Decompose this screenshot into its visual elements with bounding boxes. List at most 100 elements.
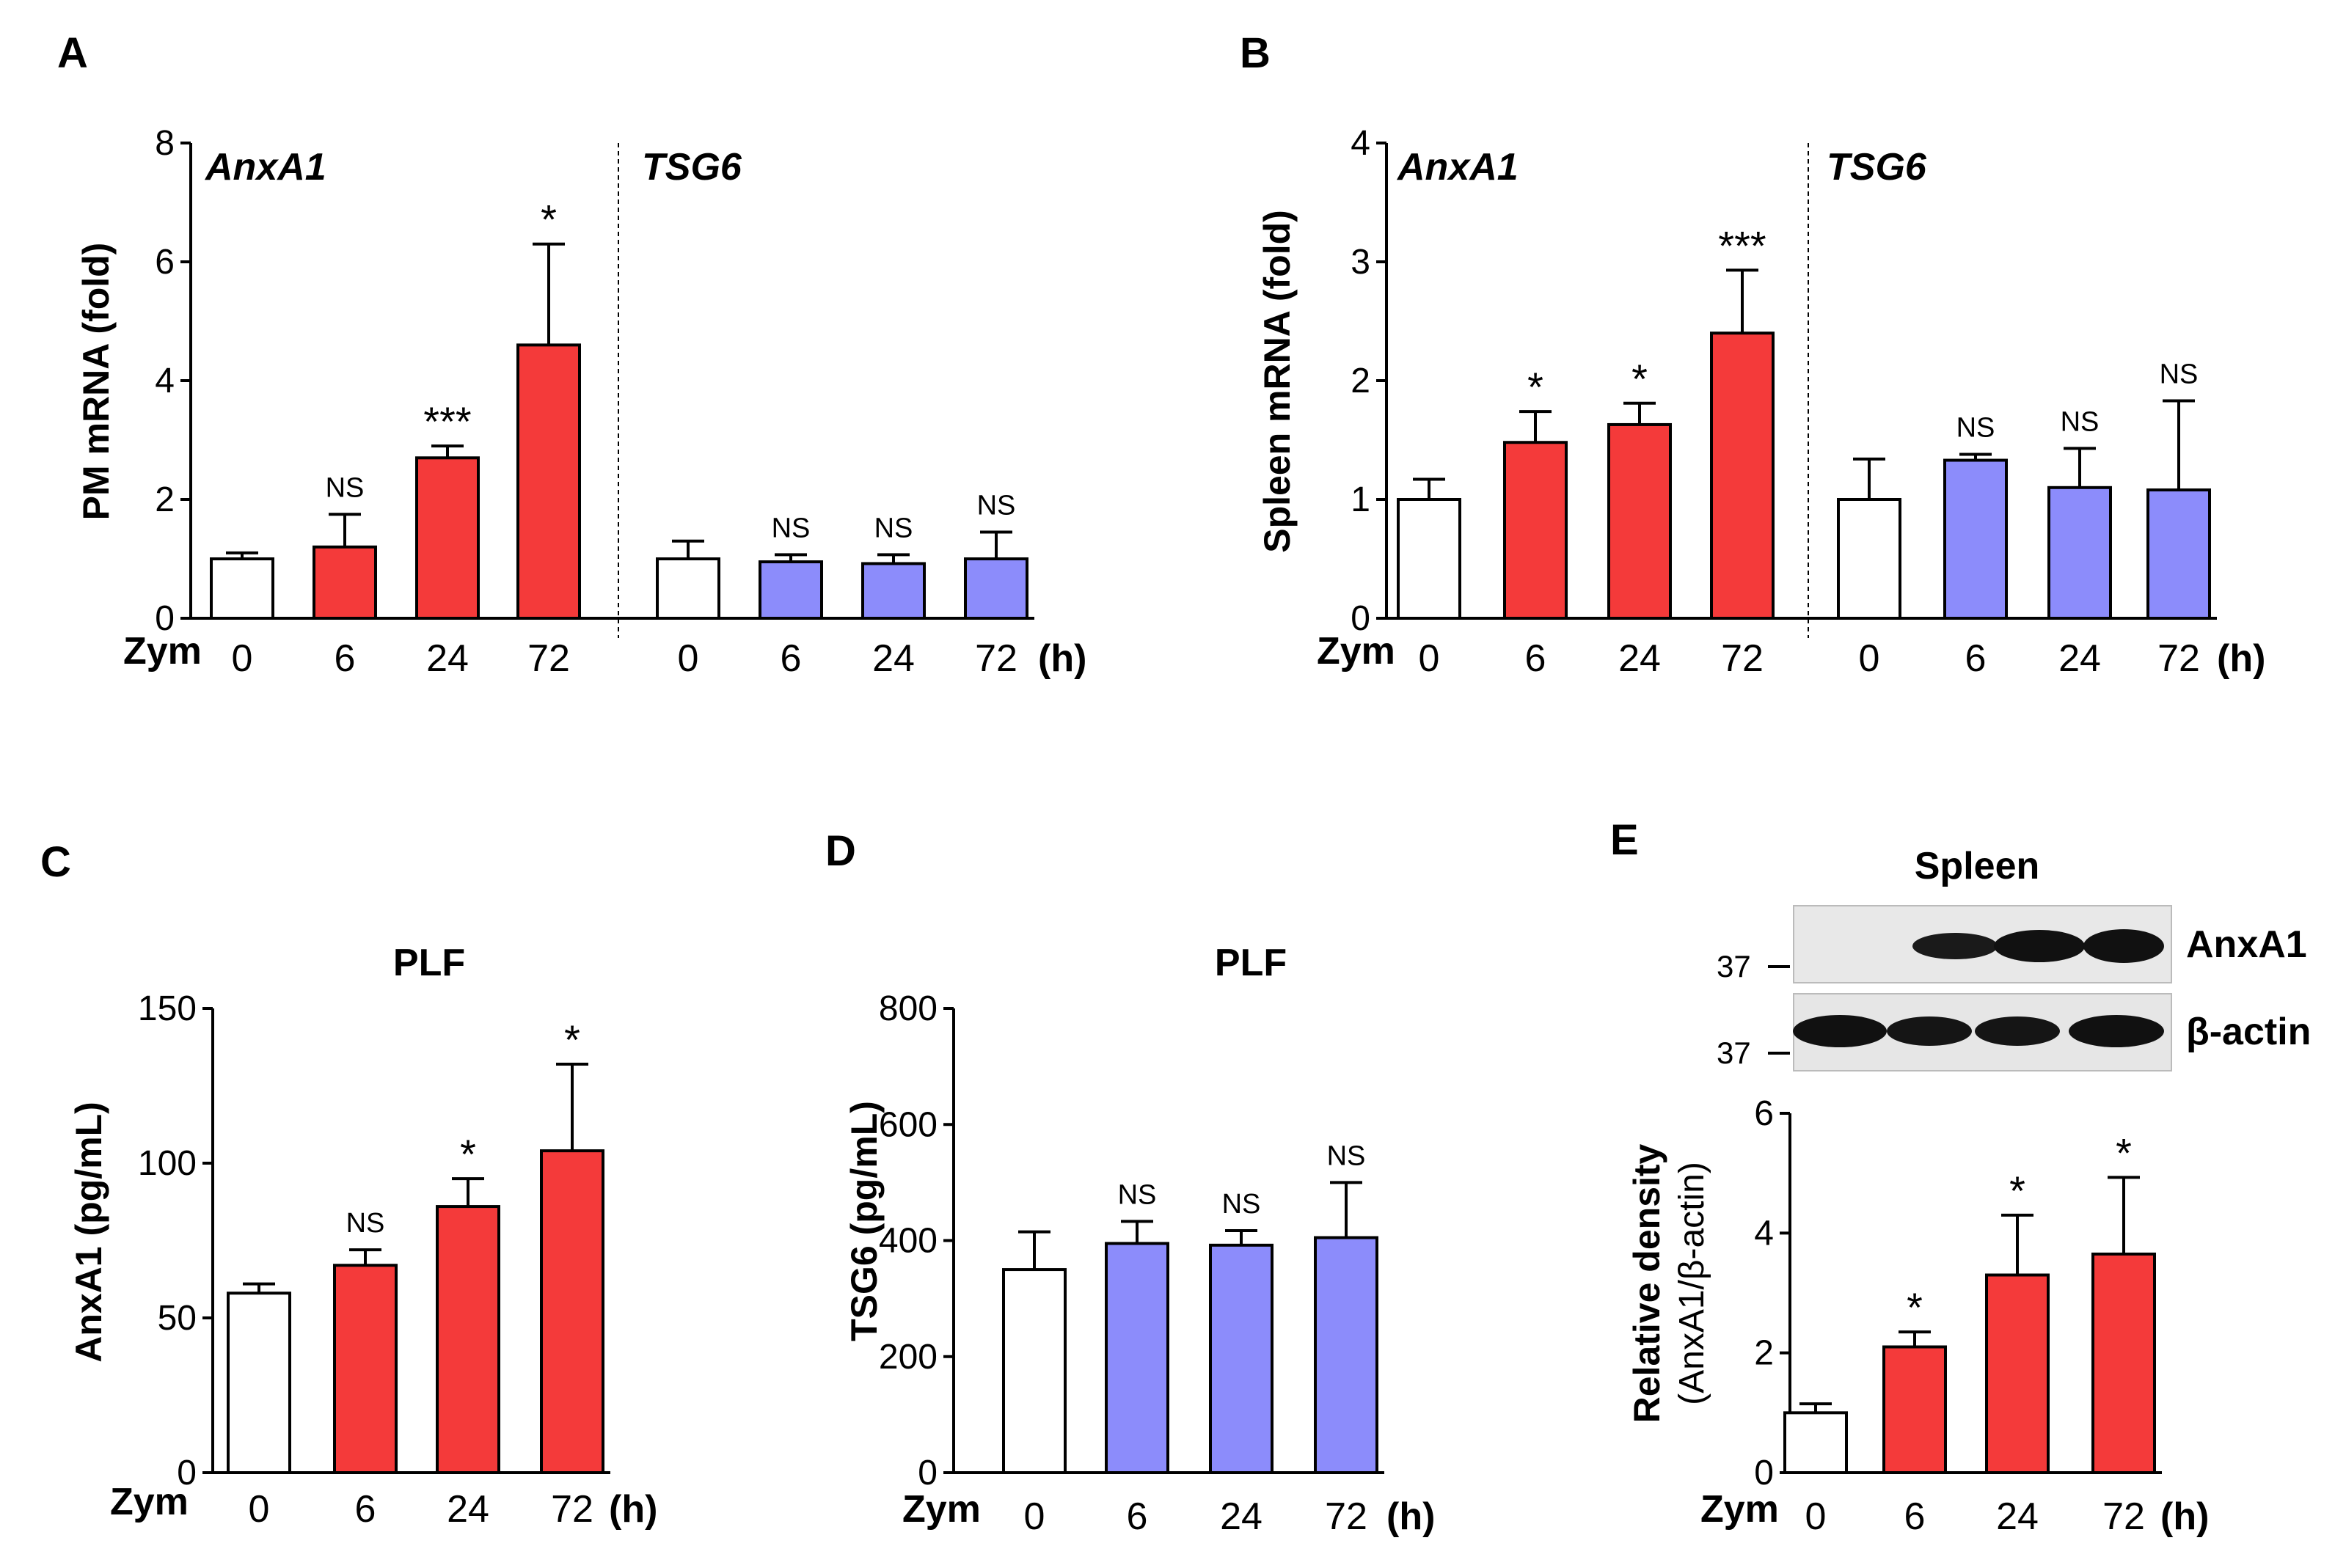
panel-c-xtick-label: 0 [249, 1488, 270, 1531]
panel-b-group-label: AnxA1 [1396, 146, 1519, 188]
panel-letter-d: D [825, 827, 856, 875]
panel-c-x-prefix: Zym [110, 1481, 189, 1523]
panel-a-annotation: *** [423, 398, 471, 444]
panel-b-annotation: NS [1956, 412, 1995, 443]
blot-mw-anxa1: 37 [1717, 949, 1751, 983]
panel-b-annotation: NS [2061, 406, 2100, 437]
panel-a-xtick-label: 6 [781, 637, 802, 680]
panel-e-ytick-label: 0 [1754, 1454, 1774, 1492]
panel-b-xtick-label: 24 [1618, 637, 1661, 680]
panel-b-bar [2047, 486, 2112, 620]
panel-e-ytick-label: 2 [1754, 1334, 1774, 1373]
panel-b-ytick-label: 2 [1351, 362, 1370, 400]
panel-a-bar [516, 343, 581, 620]
panel-c-ytick-label: 100 [138, 1144, 197, 1183]
panel-b-x-prefix: Zym [1317, 630, 1395, 673]
panel-a-annotation: * [541, 197, 557, 243]
panel-a-ylabel: PM mRNA (fold) [76, 243, 117, 521]
panel-d-xtick-label: 0 [1024, 1495, 1045, 1538]
panel-a-xtick-label: 24 [872, 637, 915, 680]
panel-b-bar [1710, 331, 1775, 620]
panel-b-xtick-label: 6 [1965, 637, 1987, 680]
panel-a-bar [656, 557, 720, 620]
panel-b-ytick-label: 0 [1351, 599, 1370, 638]
panel-b-x-unit: (h) [2217, 637, 2265, 680]
panel-a-annotation: NS [326, 472, 365, 503]
panel-e-bar [1985, 1273, 2050, 1474]
panel-b-xtick-label: 24 [2058, 637, 2101, 680]
panel-a-annotation: NS [874, 513, 913, 543]
panel-e-ylabel-2: (AnxA1/β-actin) [1673, 1162, 1711, 1405]
panel-a-annotation: NS [772, 513, 811, 543]
panel-a-xtick-label: 6 [335, 637, 356, 680]
panel-b-ylabel: Spleen mRNA (fold) [1257, 210, 1298, 553]
panel-b-bar [1607, 422, 1672, 620]
panel-d-ylabel: TSG6 (pg/mL) [844, 1101, 885, 1341]
western-blot: 37 37 AnxA1 β-actin [1717, 905, 2311, 1071]
panel-d-xtick-label: 24 [1220, 1495, 1262, 1538]
panel-b-annotation: NS [2160, 359, 2199, 390]
panel-b-ytick-label: 1 [1351, 480, 1370, 519]
panel-e-ytick-label: 6 [1754, 1094, 1774, 1133]
panel-b-bar [2146, 488, 2211, 620]
panel-c-ytick-label: 50 [158, 1299, 197, 1338]
panel-a-group-label: AnxA1 [204, 146, 326, 188]
panel-e-annotation: * [2116, 1129, 2132, 1176]
panel-e-x-prefix: Zym [1700, 1488, 1779, 1531]
panel-e-annotation: * [2009, 1168, 2025, 1214]
panel-a-xtick-label: 72 [527, 637, 570, 680]
panel-a-ytick-label: 2 [155, 480, 175, 519]
panel-c-xtick-label: 72 [551, 1488, 593, 1531]
panel-c-xtick-label: 6 [355, 1488, 376, 1531]
panel-b-xtick-label: 72 [2157, 637, 2200, 680]
panel-e-xtick-label: 0 [1805, 1495, 1827, 1538]
panel-a-bar [964, 557, 1028, 620]
panel-d-xtick-label: 72 [1325, 1495, 1367, 1538]
panel-a-xtick-label: 0 [678, 637, 699, 680]
panel-d-annotation: NS [1327, 1140, 1366, 1171]
panel-a-ytick-label: 4 [155, 362, 175, 400]
panel-c-annotation: * [564, 1016, 580, 1063]
blot-band-actin-0h [1793, 1015, 1887, 1047]
panel-c-title: PLF [393, 942, 465, 984]
panel-a-bar [210, 557, 274, 620]
panel-b-group-label: TSG6 [1827, 146, 1927, 188]
panel-c-bar [333, 1264, 398, 1474]
panel-d-ytick-label: 200 [879, 1338, 938, 1377]
panel-e-xtick-label: 24 [1996, 1495, 2039, 1538]
panel-a-ytick-label: 0 [155, 599, 175, 638]
panel-e-title: Spleen [1915, 845, 2040, 887]
panel-c-bar [227, 1292, 291, 1474]
panel-a-bar [861, 562, 926, 620]
panel-c-ylabel: AnxA1 (pg/mL) [68, 1102, 109, 1363]
blot-band-actin-72h [2069, 1015, 2164, 1047]
panel-b-annotation: * [1527, 364, 1543, 410]
panel-a-xtick-label: 72 [975, 637, 1017, 680]
panel-d-bar [1209, 1243, 1274, 1474]
blot-band-anxa1-72h [2083, 929, 2164, 963]
panel-b-annotation: * [1631, 356, 1648, 402]
panel-a-group-label: TSG6 [642, 146, 742, 188]
panel-a-ytick-label: 6 [155, 243, 175, 282]
panel-a-bar [759, 560, 823, 620]
blot-mw-actin: 37 [1717, 1036, 1751, 1070]
panel-a-xtick-label: 24 [426, 637, 469, 680]
panel-b-annotation: *** [1718, 222, 1766, 268]
panel-e-x-unit: (h) [2160, 1495, 2209, 1538]
panel-d-ytick-label: 400 [879, 1222, 938, 1261]
blot-label-actin: β-actin [2186, 1011, 2311, 1053]
panel-d-annotation: NS [1222, 1189, 1261, 1220]
panel-d-xtick-label: 6 [1127, 1495, 1148, 1538]
panel-b-bar [1503, 441, 1568, 620]
panel-letter-a: A [57, 29, 88, 77]
panel-d-bar [1105, 1242, 1169, 1475]
panel-c-bar [436, 1205, 500, 1474]
blot-band-actin-6h [1887, 1016, 1972, 1046]
panel-d-title: PLF [1215, 942, 1287, 984]
panel-c-ytick-label: 0 [177, 1454, 197, 1492]
panel-c-xtick-label: 24 [447, 1488, 489, 1531]
panel-d-bar [1002, 1268, 1067, 1474]
panel-letter-e: E [1610, 816, 1639, 864]
